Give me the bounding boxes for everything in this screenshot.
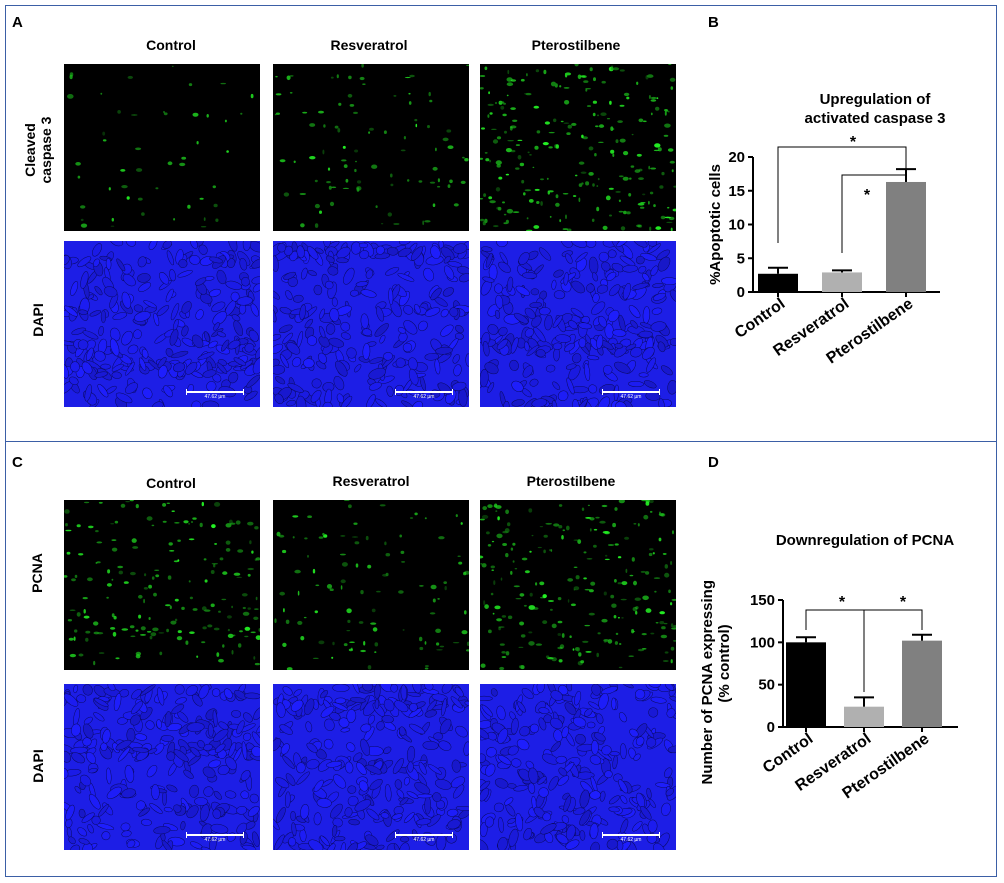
bar-pterostilbene [902,640,942,727]
micrograph-dapi-a-control: 47.62 µm [64,241,260,407]
row-label-pcna: PCNA [29,553,45,593]
y-tick-label: 15 [728,183,745,200]
micrograph-texture [274,64,469,228]
micrograph-texture [480,64,676,231]
micrograph-texture [480,241,676,407]
micrograph-texture [64,241,260,407]
row-label-cleaved-caspase: Cleaved caspase 3 [22,116,54,184]
bar-resveratrol [822,272,862,292]
significance-bracket [841,157,907,253]
micrograph-texture [480,500,676,670]
y-tick-label: 0 [767,719,775,736]
x-tick-label: Control [732,295,788,342]
micrograph-caspase-resveratrol [273,64,469,231]
significance-star: * [900,594,907,611]
row-label-dapi-a: DAPI [30,303,46,337]
chart-d-title: Downregulation of PCNA [775,532,955,549]
y-axis-label-unit: (% control) [716,624,733,702]
chart-d: 0 50 100 150 Number of PCNA expressing cells… [699,580,958,802]
y-tick-label: 100 [750,634,775,651]
column-label-resveratrol-c: Resveratrol [332,473,410,489]
micrograph-texture [480,684,676,850]
bar-control [758,273,798,292]
bar-pterostilbene [886,181,926,292]
micrograph-texture [274,500,469,670]
significance-star: * [864,187,871,204]
micrograph-texture [67,65,254,228]
scale-bar: 47.62 µm [395,832,453,844]
micrograph-pcna-resveratrol [273,500,469,670]
micrograph-texture [64,500,260,666]
micrograph-dapi-c-resveratrol: 47.62 µm [273,684,469,850]
scale-bar: 47.62 µm [186,389,244,401]
micrograph-texture [273,684,469,850]
y-tick-label: 50 [758,677,775,694]
scale-bar: 47.62 µm [395,389,453,401]
micrograph-caspase-pterostilbene [480,64,676,231]
y-tick-label: 0 [737,284,745,301]
chart-b-title: Upregulation of activated caspase 3 [804,91,946,127]
y-tick-label: 150 [750,592,775,609]
micrograph-dapi-a-resveratrol: 47.62 µm [273,241,469,407]
panel-letter-c: C [12,454,23,471]
column-label-pterostilbene: Pterostilbene [531,37,621,53]
y-axis-label: %Apoptotic cells [707,164,724,285]
y-tick-label: 10 [728,217,745,234]
micrograph-caspase-control [64,64,260,231]
panel-letter-d: D [708,454,719,471]
panel-divider [5,441,997,442]
significance-star: * [850,134,857,151]
bar-resveratrol [844,706,884,727]
micrograph-dapi-c-control: 47.62 µm [64,684,260,850]
scale-bar: 47.62 µm [602,832,660,844]
scale-bar: 47.62 µm [186,832,244,844]
panel-letter-b: B [708,14,719,31]
micrograph-texture [64,684,260,850]
micrograph-dapi-a-pterostilbene: 47.62 µm [480,241,676,407]
significance-bracket [777,146,907,243]
micrograph-pcna-pterostilbene [480,500,676,670]
y-tick-label: 20 [728,149,745,166]
significance-star: * [839,594,846,611]
significance-bracket [863,609,923,692]
column-label-resveratrol: Resveratrol [330,37,408,53]
y-axis-label: Number of PCNA expressing cells [699,580,716,785]
micrograph-texture [273,241,469,407]
column-label-control: Control [146,37,196,53]
bar-control [786,642,826,727]
micrograph-dapi-c-pterostilbene: 47.62 µm [480,684,676,850]
column-label-pterostilbene-c: Pterostilbene [526,473,616,489]
row-label-dapi-c: DAPI [30,749,46,783]
scale-bar: 47.62 µm [602,389,660,401]
y-tick-label: 5 [737,250,745,267]
micrograph-pcna-control [64,500,260,670]
panel-letter-a: A [12,14,23,31]
column-label-control-c: Control [146,475,196,491]
